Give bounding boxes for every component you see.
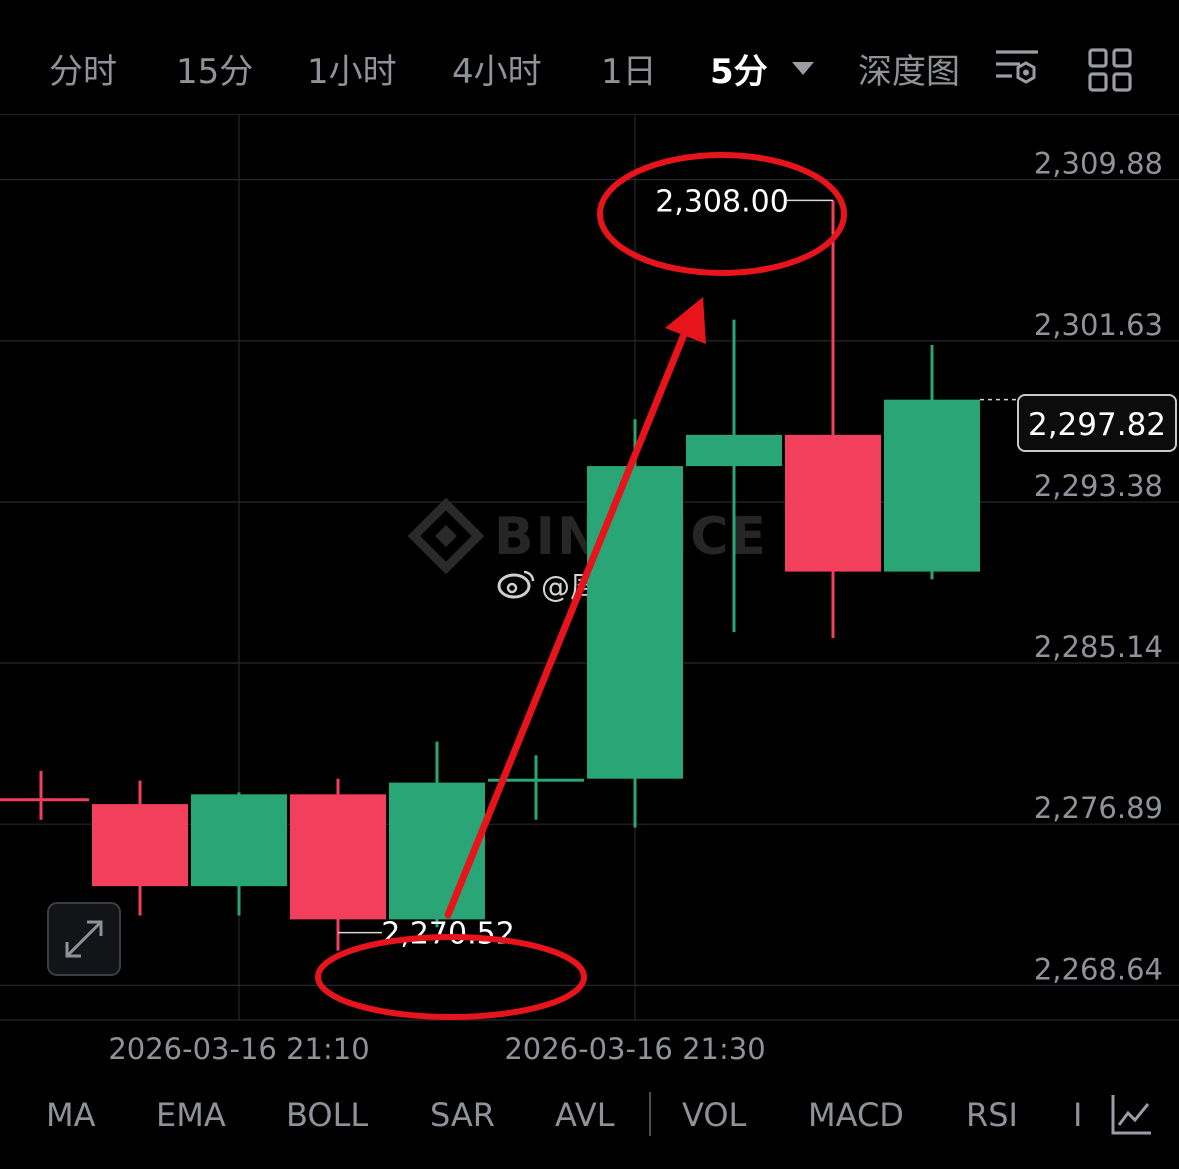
annotations: 2,308.002,270.52 — [315, 152, 847, 1020]
x-tick-label: 2026-03-16 21:30 — [504, 1032, 765, 1066]
binance-logo-icon — [407, 497, 485, 575]
y-tick-label: 2,276.89 — [1034, 791, 1163, 825]
indicator-ema[interactable]: EMA — [156, 1096, 226, 1134]
candle-body — [488, 778, 584, 782]
indicator-avl[interactable]: AVL — [555, 1096, 615, 1134]
candle-body — [290, 794, 386, 920]
drawing-tools-icon[interactable] — [1110, 1092, 1154, 1136]
tab-1hour[interactable]: 1小时 — [307, 52, 397, 92]
indicator-boll[interactable]: BOLL — [286, 1096, 369, 1134]
candle-body — [92, 804, 188, 887]
candlestick-chart[interactable]: BINANCE @周凌峰A 2,308.002,270.52 2,309.882… — [0, 115, 1179, 1169]
current-price-tag: 2,297.82 — [1017, 394, 1177, 452]
candle-body — [389, 782, 485, 920]
fullscreen-button[interactable] — [47, 902, 121, 976]
candle-body — [884, 399, 980, 572]
timeframe-dropdown-icon[interactable] — [792, 62, 814, 75]
indicator-macd[interactable]: MACD — [808, 1096, 904, 1134]
indicator-vol[interactable]: VOL — [682, 1096, 747, 1134]
high-price-label: 2,308.00 — [655, 184, 789, 219]
layout-grid-icon[interactable] — [1088, 48, 1132, 92]
y-tick-label: 2,293.38 — [1034, 469, 1163, 503]
tab-time-sharing[interactable]: 分时 — [49, 52, 117, 92]
trend-arrow-line — [444, 328, 689, 919]
candle-body — [0, 798, 89, 802]
expand-icon — [65, 920, 103, 958]
indicator-sar[interactable]: SAR — [430, 1096, 496, 1134]
y-tick-label: 2,268.64 — [1034, 952, 1163, 986]
candle-body — [191, 794, 287, 887]
tab-1day[interactable]: 1日 — [601, 52, 657, 92]
candle-body — [686, 434, 782, 467]
candle-body — [587, 466, 683, 779]
tab-5min[interactable]: 5分 — [710, 52, 768, 92]
y-tick-label: 2,301.63 — [1034, 308, 1163, 342]
high-highlight-ellipse — [597, 152, 847, 276]
indicator-bar: MA EMA BOLL SAR AVL VOL MACD RSI I — [0, 1080, 1179, 1150]
low-highlight-ellipse — [315, 934, 587, 1020]
time-axis: 2026-03-16 21:10 2026-03-16 21:30 — [108, 1032, 765, 1066]
indicator-ma[interactable]: MA — [46, 1096, 96, 1134]
tab-4hour[interactable]: 4小时 — [452, 52, 542, 92]
y-tick-label: 2,309.88 — [1034, 147, 1163, 181]
indicator-rsi[interactable]: RSI — [966, 1096, 1018, 1134]
price-axis: 2,309.88 2,301.63 2,293.38 2,285.14 2,276.89… — [1034, 147, 1163, 987]
y-tick-label: 2,285.14 — [1034, 630, 1163, 664]
current-price-value: 2,297.82 — [1027, 407, 1167, 443]
indicator-divider — [649, 1092, 651, 1136]
candle-body — [785, 434, 881, 572]
chart-settings-icon[interactable] — [994, 46, 1040, 92]
tab-15min[interactable]: 15分 — [176, 52, 254, 92]
trend-arrow-head — [665, 297, 706, 344]
tab-depth-chart[interactable]: 深度图 — [858, 52, 960, 92]
x-tick-label: 2026-03-16 21:10 — [108, 1032, 369, 1066]
candles — [0, 200, 980, 951]
indicator-more[interactable]: I — [1073, 1096, 1083, 1134]
timeframe-bar: 分时 15分 1小时 4小时 1日 5分 深度图 — [0, 0, 1179, 115]
weibo-icon — [497, 570, 535, 599]
